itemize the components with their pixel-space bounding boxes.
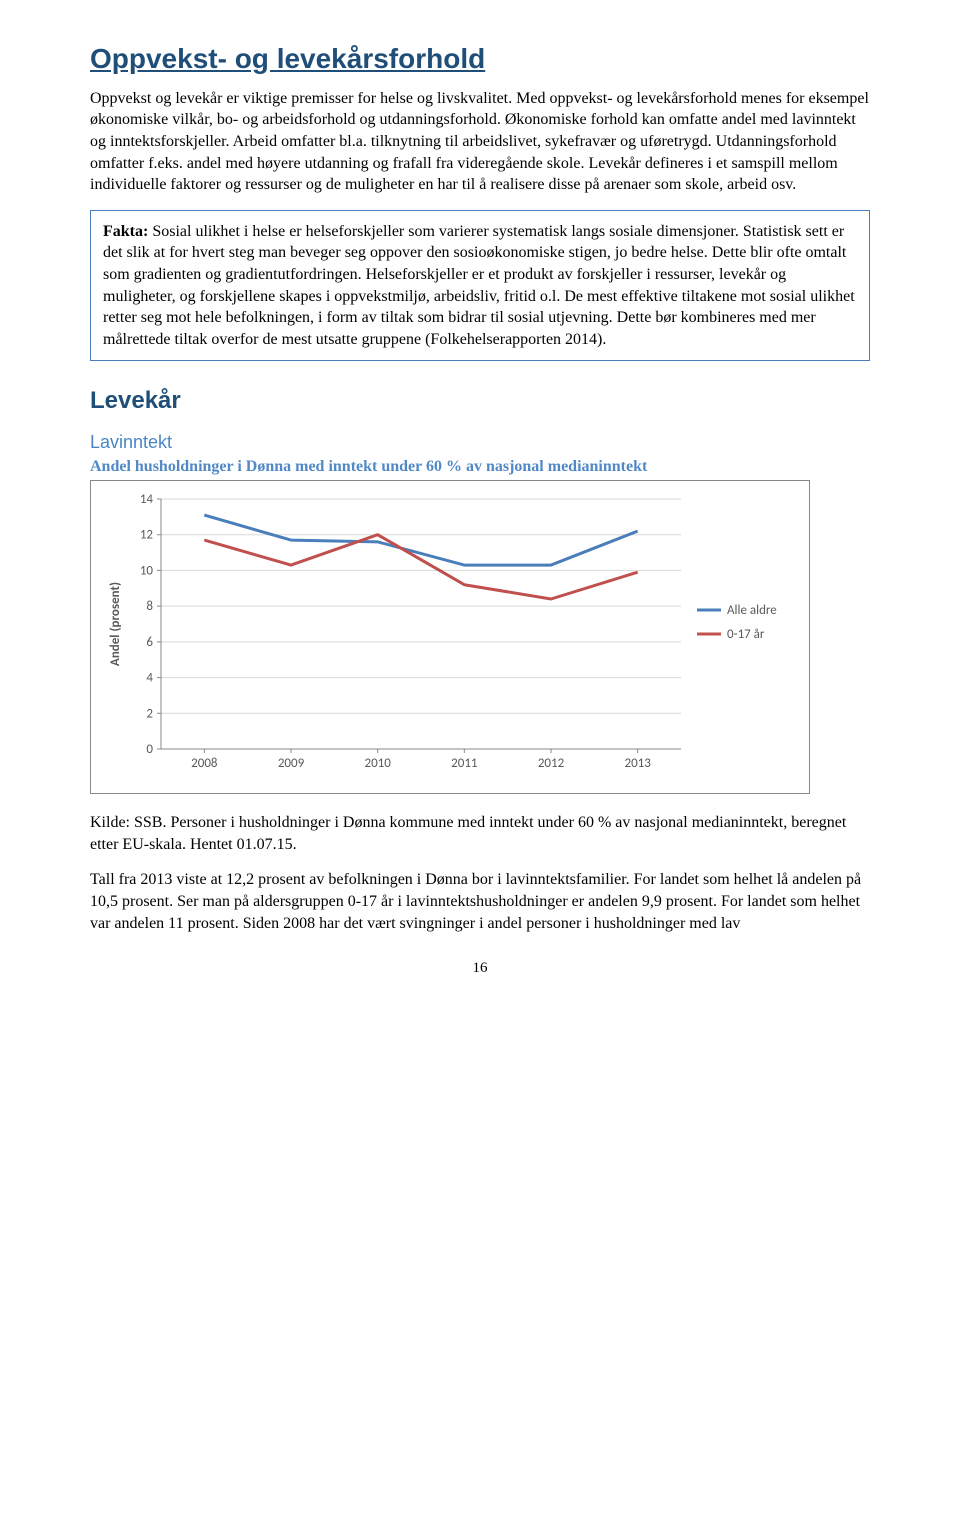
svg-text:14: 14 — [140, 492, 154, 507]
svg-text:2009: 2009 — [278, 756, 305, 771]
page-number: 16 — [90, 958, 870, 978]
intro-paragraph: Oppvekst og levekår er viktige premisser… — [90, 88, 870, 196]
fact-box: Fakta: Sosial ulikhet i helse er helsefo… — [90, 210, 870, 362]
chart-title: Andel husholdninger i Dønna med inntekt … — [90, 456, 870, 478]
svg-text:2: 2 — [146, 706, 153, 721]
svg-text:Alle aldre: Alle aldre — [727, 603, 777, 618]
svg-text:8: 8 — [146, 599, 153, 614]
svg-text:6: 6 — [146, 634, 153, 649]
fact-content: Sosial ulikhet i helse er helseforskjell… — [103, 223, 855, 348]
section-heading-levekar: Levekår — [90, 385, 870, 417]
svg-text:2008: 2008 — [191, 756, 218, 771]
svg-text:Andel (prosent): Andel (prosent) — [108, 582, 123, 666]
svg-text:2010: 2010 — [364, 756, 391, 771]
lavinntekt-chart: 0 2 4 6 8 10 12 14 2008 2009 2010 2011 2012 2013 Andel… — [90, 480, 810, 795]
svg-text:12: 12 — [140, 527, 154, 542]
page-title: Oppvekst- og levekårsforhold — [90, 40, 870, 78]
svg-text:2012: 2012 — [538, 756, 565, 771]
svg-text:0: 0 — [146, 742, 153, 757]
fact-box-text: Fakta: Sosial ulikhet i helse er helsefo… — [103, 221, 857, 351]
closing-paragraph: Tall fra 2013 viste at 12,2 prosent av b… — [90, 869, 870, 934]
svg-text:4: 4 — [146, 670, 153, 685]
svg-text:2013: 2013 — [624, 756, 651, 771]
chart-svg: 0 2 4 6 8 10 12 14 2008 2009 2010 2011 2012 2013 Andel… — [101, 489, 801, 779]
svg-text:10: 10 — [140, 563, 154, 578]
source-paragraph: Kilde: SSB. Personer i husholdninger i D… — [90, 812, 870, 855]
svg-text:2011: 2011 — [451, 756, 477, 771]
fact-label: Fakta: — [103, 223, 148, 240]
svg-text:0-17 år: 0-17 år — [727, 627, 765, 642]
subsection-heading-lavinntekt: Lavinntekt — [90, 430, 870, 454]
